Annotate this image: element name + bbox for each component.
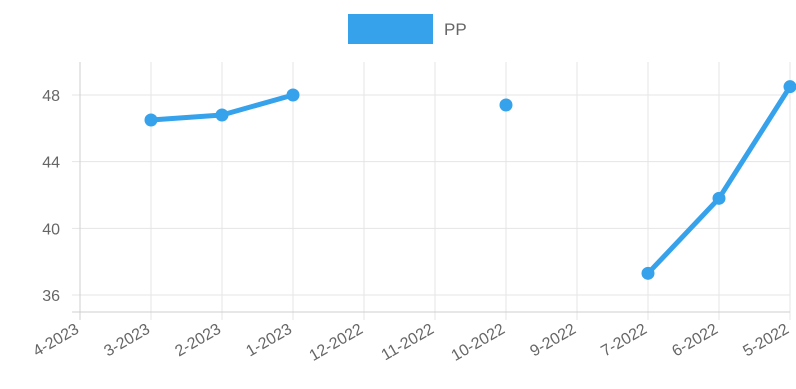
series-points	[144, 80, 796, 280]
data-point[interactable]	[783, 80, 796, 94]
data-point[interactable]	[286, 88, 300, 102]
x-tick-label: 3-2023	[101, 321, 153, 361]
x-tick-label: 6-2022	[669, 321, 721, 361]
data-point[interactable]	[144, 113, 158, 127]
x-tick-label: 10-2022	[449, 321, 508, 365]
data-point[interactable]	[499, 98, 513, 112]
y-tick-label: 48	[42, 88, 60, 105]
y-tick-label: 36	[42, 288, 60, 305]
y-axis-ticks: 36 40 44 48	[42, 88, 60, 305]
x-tick-label: 11-2022	[379, 321, 437, 365]
data-point[interactable]	[215, 108, 229, 122]
x-tick-label: 9-2022	[527, 321, 579, 361]
x-tick-label: 12-2022	[307, 321, 366, 365]
x-axis-ticks: 4-2023 3-2023 2-2023 1-2023 12-2022 11-2022 10…	[30, 321, 792, 365]
y-tick-label: 44	[42, 155, 60, 172]
legend-swatch-pp	[348, 14, 433, 44]
data-point[interactable]	[712, 191, 726, 205]
series-lines	[148, 84, 793, 276]
legend-label-pp: PP	[444, 20, 467, 39]
data-point[interactable]	[641, 266, 655, 280]
grid	[72, 62, 791, 320]
x-tick-label: 1-2023	[243, 321, 295, 361]
x-tick-label: 5-2022	[740, 321, 792, 361]
x-tick-label: 2-2023	[172, 321, 224, 361]
y-tick-label: 40	[42, 221, 60, 238]
legend[interactable]: PP	[348, 14, 467, 44]
x-tick-label: 4-2023	[30, 321, 82, 361]
x-tick-label: 7-2022	[598, 321, 650, 361]
